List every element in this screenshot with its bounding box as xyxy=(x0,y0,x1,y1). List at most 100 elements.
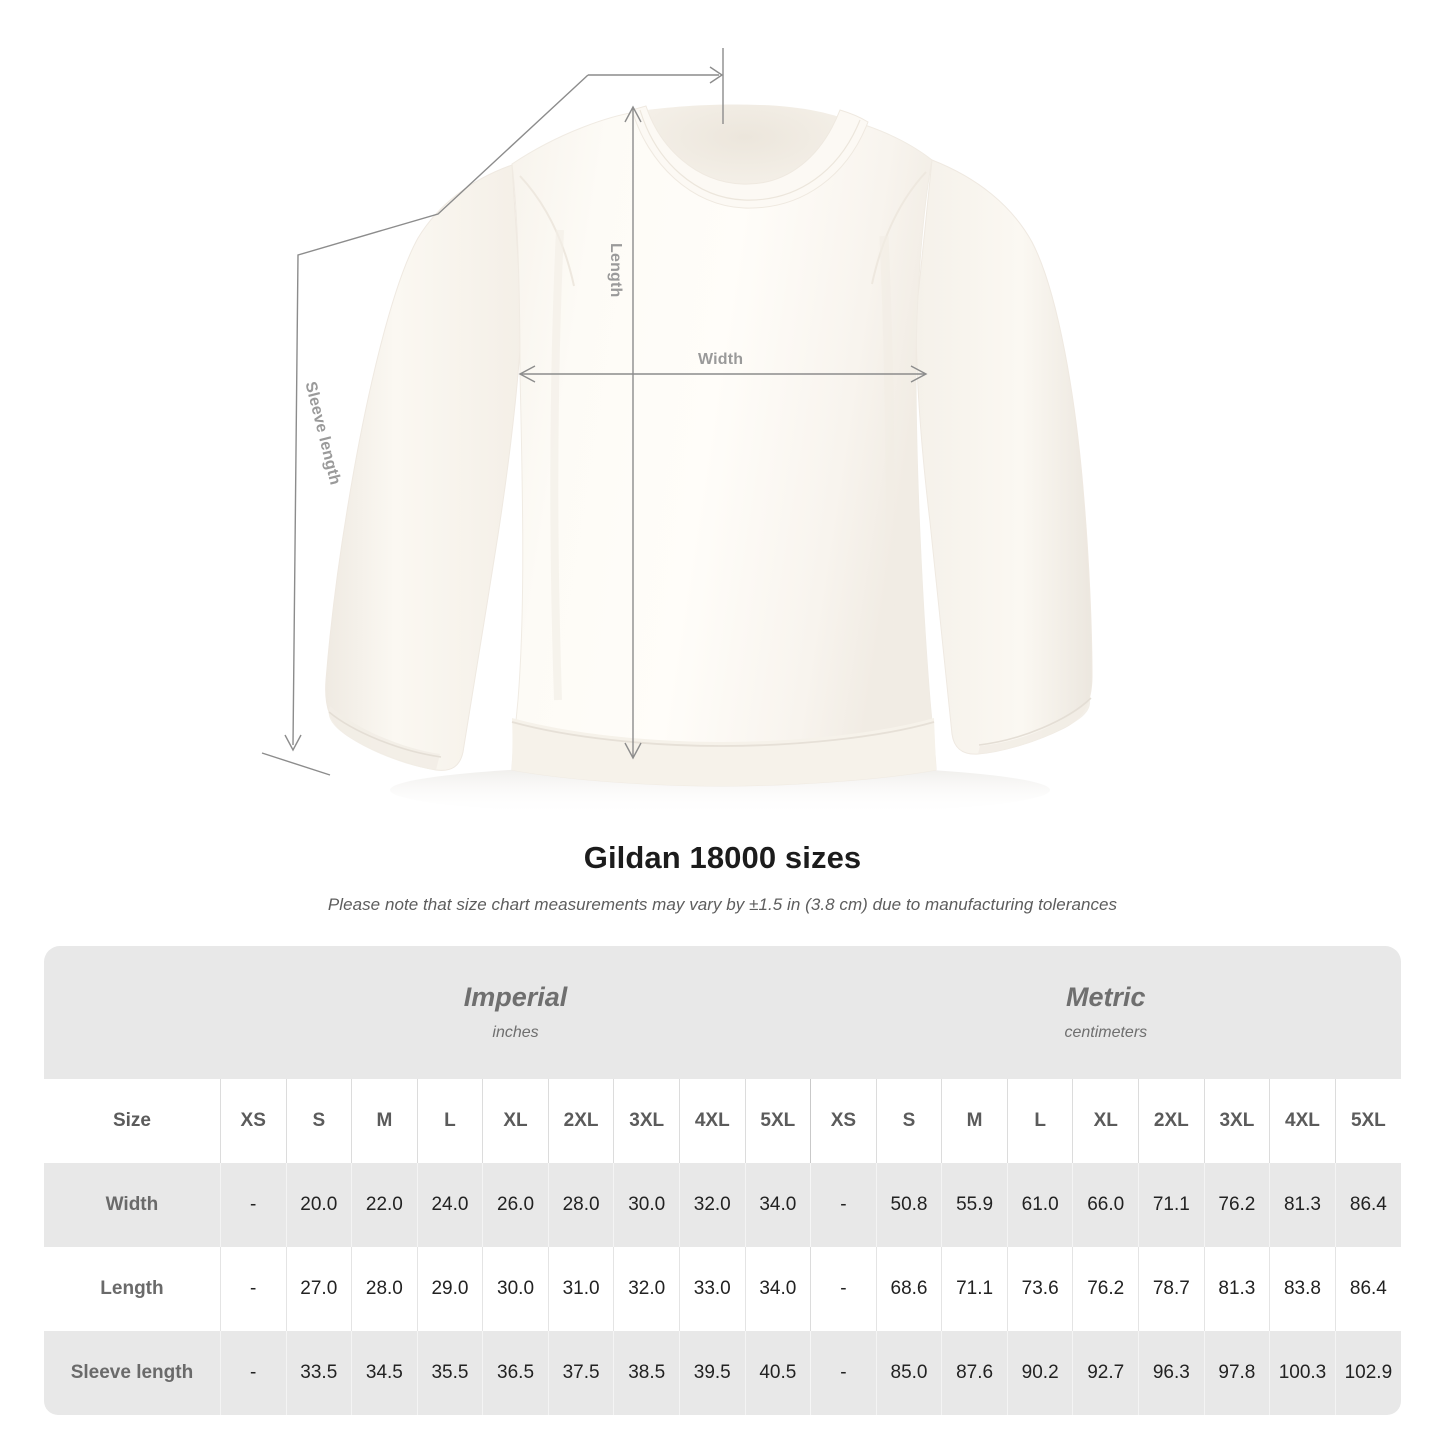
unit-banner-spacer xyxy=(44,946,221,1079)
cell-width-imperial-2xl: 28.0 xyxy=(547,1163,614,1247)
cell-length-imperial-5xl: 34.0 xyxy=(744,1247,811,1331)
cell-length-metric-3xl: 81.3 xyxy=(1203,1247,1270,1331)
table-row: Width -20.0 22.0 24.0 26.0 28.0 30.0 32.0 34.0-5… xyxy=(44,1163,1401,1247)
cell-length-imperial-xs: - xyxy=(219,1247,286,1331)
cell-width-imperial-3xl: 30.0 xyxy=(613,1163,680,1247)
cell-length-imperial-2xl: 31.0 xyxy=(547,1247,614,1331)
cell-length-metric-xl: 76.2 xyxy=(1072,1247,1139,1331)
width-left-arrowhead xyxy=(518,365,536,383)
size-header-metric-l: L xyxy=(1006,1079,1073,1163)
table-row: Length -27.0 28.0 29.0 30.0 31.0 32.0 33.0 34.0-… xyxy=(44,1247,1401,1331)
size-header-metric-4xl: 4XL xyxy=(1269,1079,1336,1163)
unit-banner-row: Imperial inches Metric centimeters xyxy=(44,946,1401,1079)
cell-width-imperial-4xl: 32.0 xyxy=(678,1163,746,1247)
cell-width-metric-xs: - xyxy=(810,1163,877,1247)
cell-sleeve-length-imperial-2xl: 37.5 xyxy=(547,1331,614,1415)
row-label-sleeve-length: Sleeve length xyxy=(44,1331,221,1415)
size-header-imperial-2xl: 2XL xyxy=(547,1079,614,1163)
cell-sleeve-length-metric-l: 90.2 xyxy=(1006,1331,1073,1415)
cell-sleeve-length-imperial-s: 33.5 xyxy=(285,1331,352,1415)
width-label: Width xyxy=(698,351,744,368)
size-header-imperial-m: M xyxy=(351,1079,418,1163)
cell-width-metric-xl: 66.0 xyxy=(1072,1163,1139,1247)
cell-length-metric-5xl: 86.4 xyxy=(1334,1247,1401,1331)
unit-name-metric: Metric xyxy=(1066,982,1146,1013)
cell-sleeve-length-metric-xs: - xyxy=(810,1331,877,1415)
cell-length-imperial-4xl: 33.0 xyxy=(678,1247,746,1331)
cell-width-metric-2xl: 71.1 xyxy=(1138,1163,1205,1247)
unit-sub-metric: centimeters xyxy=(1064,1023,1148,1041)
sleeve-end-tick xyxy=(261,752,331,776)
unit-sub-imperial: inches xyxy=(492,1023,539,1041)
cell-width-metric-4xl: 81.3 xyxy=(1269,1163,1336,1247)
cell-length-metric-l: 73.6 xyxy=(1006,1247,1073,1331)
cell-width-imperial-m: 22.0 xyxy=(351,1163,418,1247)
unit-banner-metric: Metric centimeters xyxy=(810,946,1401,1079)
length-bottom-arrowhead xyxy=(624,742,642,760)
measurement-guides xyxy=(261,48,928,776)
cell-sleeve-length-metric-2xl: 96.3 xyxy=(1138,1331,1205,1415)
cell-length-imperial-xl: 30.0 xyxy=(482,1247,549,1331)
cell-width-metric-3xl: 76.2 xyxy=(1203,1163,1270,1247)
cell-sleeve-length-imperial-l: 35.5 xyxy=(416,1331,483,1415)
size-header-imperial-l: L xyxy=(416,1079,483,1163)
cell-sleeve-length-imperial-5xl: 40.5 xyxy=(744,1331,811,1415)
cell-length-imperial-l: 29.0 xyxy=(416,1247,483,1331)
size-header-metric-s: S xyxy=(875,1079,942,1163)
size-header-metric-2xl: 2XL xyxy=(1138,1079,1205,1163)
title-block: Gildan 18000 sizes Please note that size… xyxy=(0,840,1445,915)
length-top-arrowhead xyxy=(624,105,642,123)
unit-name-imperial: Imperial xyxy=(463,982,568,1013)
size-header-imperial-xs: XS xyxy=(219,1079,286,1163)
cell-length-imperial-3xl: 32.0 xyxy=(613,1247,680,1331)
size-header-imperial-5xl: 5XL xyxy=(744,1079,811,1163)
cell-width-imperial-xs: - xyxy=(219,1163,286,1247)
cell-width-metric-l: 61.0 xyxy=(1006,1163,1073,1247)
cell-sleeve-length-imperial-m: 34.5 xyxy=(351,1331,418,1415)
size-header-metric-m: M xyxy=(941,1079,1008,1163)
cell-width-imperial-l: 24.0 xyxy=(416,1163,483,1247)
cell-length-metric-2xl: 78.7 xyxy=(1138,1247,1205,1331)
page-title: Gildan 18000 sizes xyxy=(583,840,862,875)
cell-sleeve-length-metric-xl: 92.7 xyxy=(1072,1331,1139,1415)
size-chart-table: Imperial inches Metric centimeters Size XS S M L… xyxy=(44,946,1401,1415)
tolerance-note: Please note that size chart measurements… xyxy=(327,895,1118,914)
size-chart-table-wrapper: Imperial inches Metric centimeters Size XS S M L… xyxy=(44,946,1401,1415)
cell-width-metric-5xl: 86.4 xyxy=(1334,1163,1401,1247)
cell-length-imperial-m: 28.0 xyxy=(351,1247,418,1331)
sleeve-length-line xyxy=(292,74,589,746)
size-header-imperial-s: S xyxy=(285,1079,352,1163)
size-header-metric-3xl: 3XL xyxy=(1203,1079,1270,1163)
cell-sleeve-length-metric-4xl: 100.3 xyxy=(1269,1331,1336,1415)
row-label-length: Length xyxy=(44,1247,221,1331)
cell-width-imperial-5xl: 34.0 xyxy=(744,1163,811,1247)
cell-length-metric-xs: - xyxy=(810,1247,877,1331)
cell-sleeve-length-imperial-3xl: 38.5 xyxy=(613,1331,680,1415)
size-header-imperial-3xl: 3XL xyxy=(613,1079,680,1163)
cell-sleeve-length-metric-m: 87.6 xyxy=(941,1331,1008,1415)
cell-sleeve-length-imperial-xs: - xyxy=(219,1331,286,1415)
cell-width-metric-m: 55.9 xyxy=(941,1163,1008,1247)
length-label: Length xyxy=(607,243,624,298)
cell-sleeve-length-metric-s: 85.0 xyxy=(875,1331,942,1415)
cell-width-metric-s: 50.8 xyxy=(875,1163,942,1247)
table-corner-size-label: Size xyxy=(44,1079,221,1163)
cell-length-imperial-s: 27.0 xyxy=(285,1247,352,1331)
table-row: Sleeve length -33.5 34.5 35.5 36.5 37.5 38.5 39… xyxy=(44,1331,1401,1415)
garment-diagram: Length Width Sleeve length xyxy=(261,48,1093,816)
row-label-width: Width xyxy=(44,1163,221,1247)
cell-sleeve-length-metric-5xl: 102.9 xyxy=(1334,1331,1401,1415)
cell-width-imperial-xl: 26.0 xyxy=(482,1163,549,1247)
sleeve-top-arrowhead xyxy=(709,66,724,84)
width-right-arrowhead xyxy=(910,365,928,383)
size-header-metric-xl: XL xyxy=(1072,1079,1139,1163)
size-header-imperial-xl: XL xyxy=(482,1079,549,1163)
unit-banner-imperial: Imperial inches xyxy=(220,946,811,1079)
cell-sleeve-length-imperial-xl: 36.5 xyxy=(482,1331,549,1415)
size-header-metric-5xl: 5XL xyxy=(1334,1079,1401,1163)
cell-sleeve-length-metric-3xl: 97.8 xyxy=(1203,1331,1270,1415)
size-header-row: Size XS S M L XL 2XL 3XL 4XL 5XL XS S M L XL 2XL 3XL 4XL 5… xyxy=(44,1079,1401,1163)
size-header-imperial-4xl: 4XL xyxy=(678,1079,746,1163)
cell-length-metric-4xl: 83.8 xyxy=(1269,1247,1336,1331)
size-header-metric-xs: XS xyxy=(810,1079,877,1163)
